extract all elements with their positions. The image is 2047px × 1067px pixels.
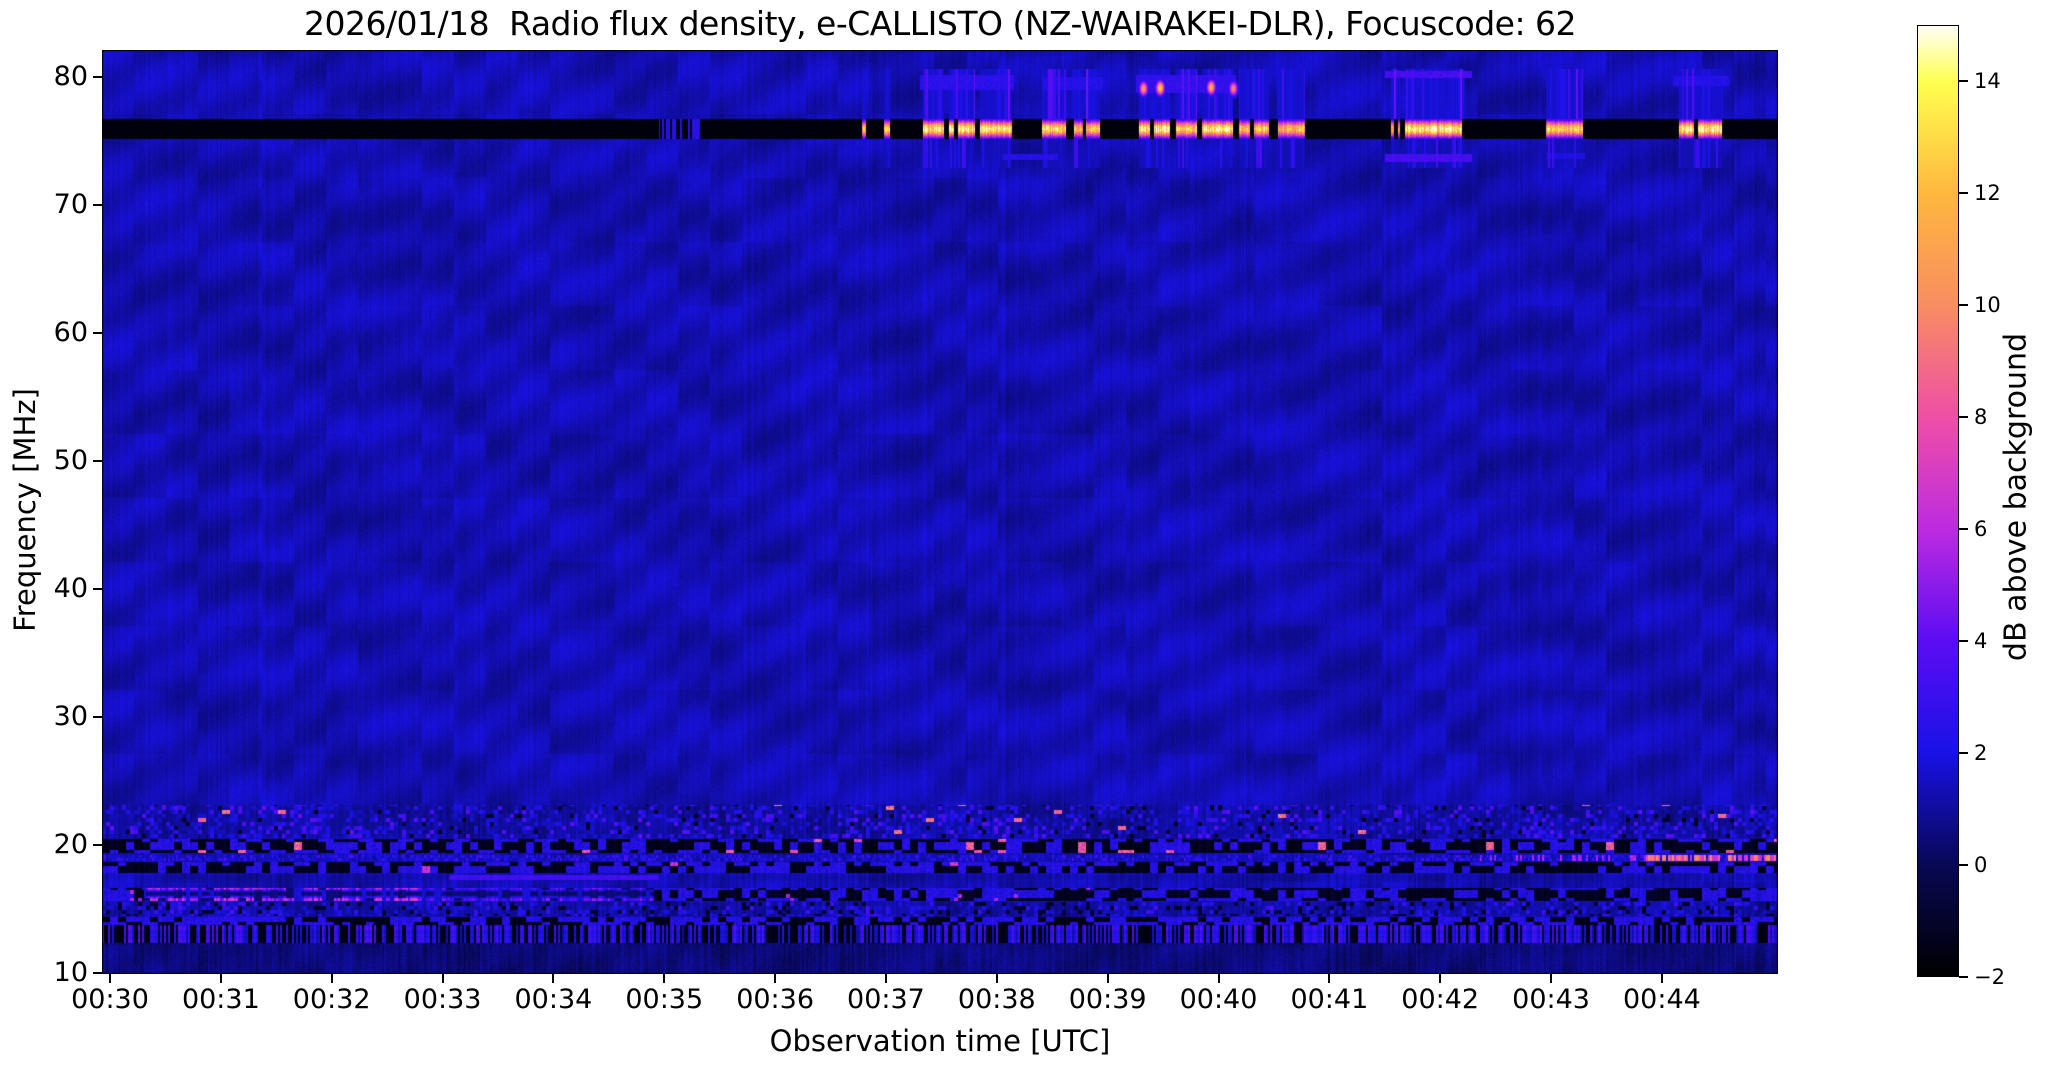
colorbar-tick — [1959, 528, 1968, 530]
x-tick-label: 00:34 — [514, 984, 593, 1015]
y-tick — [93, 459, 102, 462]
colorbar-tick-label: 4 — [1974, 629, 1988, 653]
y-tick — [93, 203, 102, 206]
x-tick-label: 00:44 — [1622, 984, 1701, 1015]
x-tick — [1439, 974, 1442, 983]
y-tick-label: 40 — [53, 573, 88, 605]
y-tick — [93, 331, 102, 334]
colorbar-tick-label: 10 — [1974, 293, 2001, 317]
colorbar-tick — [1959, 192, 1968, 194]
colorbar-tick — [1959, 976, 1968, 978]
colorbar-tick-label: 0 — [1974, 853, 1988, 877]
x-tick — [1550, 974, 1553, 983]
colorbar-tick-label: 12 — [1974, 181, 2001, 205]
x-tick-label: 00:37 — [847, 984, 925, 1015]
colorbar-tick — [1959, 640, 1968, 642]
colorbar-tick — [1959, 752, 1968, 754]
x-tick — [1217, 974, 1220, 983]
x-tick — [774, 974, 777, 983]
y-tick — [93, 972, 102, 975]
x-tick — [884, 974, 887, 983]
colorbar-tick — [1959, 80, 1968, 82]
x-tick-label: 00:43 — [1512, 984, 1590, 1015]
colorbar-tick — [1959, 304, 1968, 306]
x-tick — [441, 974, 444, 983]
spectrogram-canvas — [102, 50, 1778, 974]
x-axis-label: Observation time [UTC] — [769, 1024, 1111, 1058]
x-tick — [663, 974, 666, 983]
y-tick-label: 20 — [53, 829, 88, 861]
x-tick — [1660, 974, 1663, 983]
colorbar-tick-label: 14 — [1974, 69, 2001, 93]
x-tick — [1328, 974, 1331, 983]
y-tick — [93, 588, 102, 591]
x-tick-label: 00:31 — [181, 984, 260, 1015]
colorbar-tick-label: 2 — [1974, 741, 1988, 765]
x-tick — [1106, 974, 1109, 983]
colorbar-label: dB above background — [1998, 332, 2034, 662]
x-tick — [995, 974, 998, 983]
x-tick-label: 00:41 — [1290, 984, 1369, 1015]
x-tick-label: 00:30 — [71, 984, 149, 1015]
y-tick-label: 10 — [53, 957, 88, 989]
y-tick — [93, 716, 102, 719]
x-tick-label: 00:38 — [957, 984, 1036, 1015]
x-tick — [219, 974, 222, 983]
colorbar-tick — [1959, 864, 1968, 866]
colorbar-tick-label: 6 — [1974, 517, 1988, 541]
y-tick-label: 30 — [53, 701, 88, 733]
colorbar-tick-label: −2 — [1974, 965, 2005, 989]
y-tick — [93, 844, 102, 847]
colorbar-tick-label: 8 — [1974, 405, 1988, 429]
colorbar-gradient — [1917, 25, 1959, 977]
y-tick-label: 80 — [53, 60, 88, 92]
y-tick-label: 50 — [53, 444, 88, 476]
plot-title: 2026/01/18 Radio flux density, e-CALLIST… — [303, 4, 1577, 43]
plot-area — [102, 50, 1778, 974]
x-tick-label: 00:42 — [1401, 984, 1480, 1015]
y-tick-label: 70 — [53, 188, 88, 220]
x-tick-label: 00:36 — [736, 984, 814, 1015]
x-tick-label: 00:39 — [1068, 984, 1147, 1015]
x-tick — [552, 974, 555, 983]
y-tick-label: 60 — [53, 316, 88, 348]
x-tick-label: 00:35 — [625, 984, 704, 1015]
x-tick — [109, 974, 111, 983]
colorbar-tick — [1959, 416, 1968, 418]
x-tick-label: 00:40 — [1179, 984, 1258, 1015]
x-tick-label: 00:32 — [292, 984, 371, 1015]
x-tick-label: 00:33 — [403, 984, 482, 1015]
x-tick — [330, 974, 333, 983]
y-tick — [93, 75, 102, 78]
